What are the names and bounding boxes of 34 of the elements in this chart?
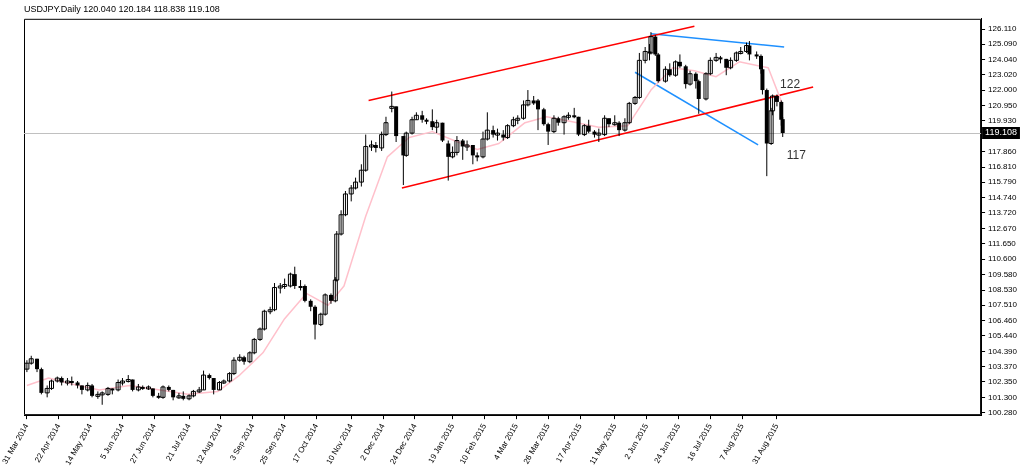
y-tick-label: 122.000 [988,85,1018,95]
y-tick-label: 115.790 [988,177,1017,187]
y-tick-label: 110.600 [988,254,1017,264]
y-tick-label: 117.860 [988,146,1017,156]
annotation: 122 [780,76,801,91]
y-tick-label: 109.580 [988,269,1018,279]
y-tick-label: 124.040 [988,54,1018,64]
annotation: 117 [786,147,807,162]
y-tick-label: 119.930 [988,115,1017,125]
y-tick-label: 113.720 [988,208,1017,218]
ref-line-label: 119.108 [985,127,1017,138]
chart-title: USDJPY.Daily 120.040 120.184 118.838 119.108 [24,3,220,14]
candlestick [446,140,451,182]
y-tick-label: 114.740 [988,193,1017,203]
y-tick-label: 104.390 [988,346,1018,356]
y-tick-label: 116.810 [988,162,1017,172]
y-tick-label: 123.020 [988,70,1018,80]
y-tick-label: 103.370 [988,361,1018,371]
y-tick-label: 126.110 [988,24,1017,34]
y-tick-label: 102.350 [988,376,1018,386]
y-tick-label: 111.650 [988,238,1017,248]
candlestick [201,370,207,391]
y-tick-label: 100.280 [988,407,1018,417]
y-tick-label: 125.090 [988,39,1018,49]
y-tick-label: 120.950 [988,100,1018,110]
candlestick [39,367,44,395]
y-tick-label: 112.670 [988,223,1017,233]
y-tick-label: 105.440 [988,331,1018,341]
candlestick [536,98,541,131]
y-tick-label: 101.300 [988,392,1018,402]
candlestick [292,266,297,290]
y-tick-label: 107.510 [988,300,1018,310]
y-tick-label: 106.460 [988,315,1018,325]
y-tick-label: 108.530 [988,285,1018,295]
